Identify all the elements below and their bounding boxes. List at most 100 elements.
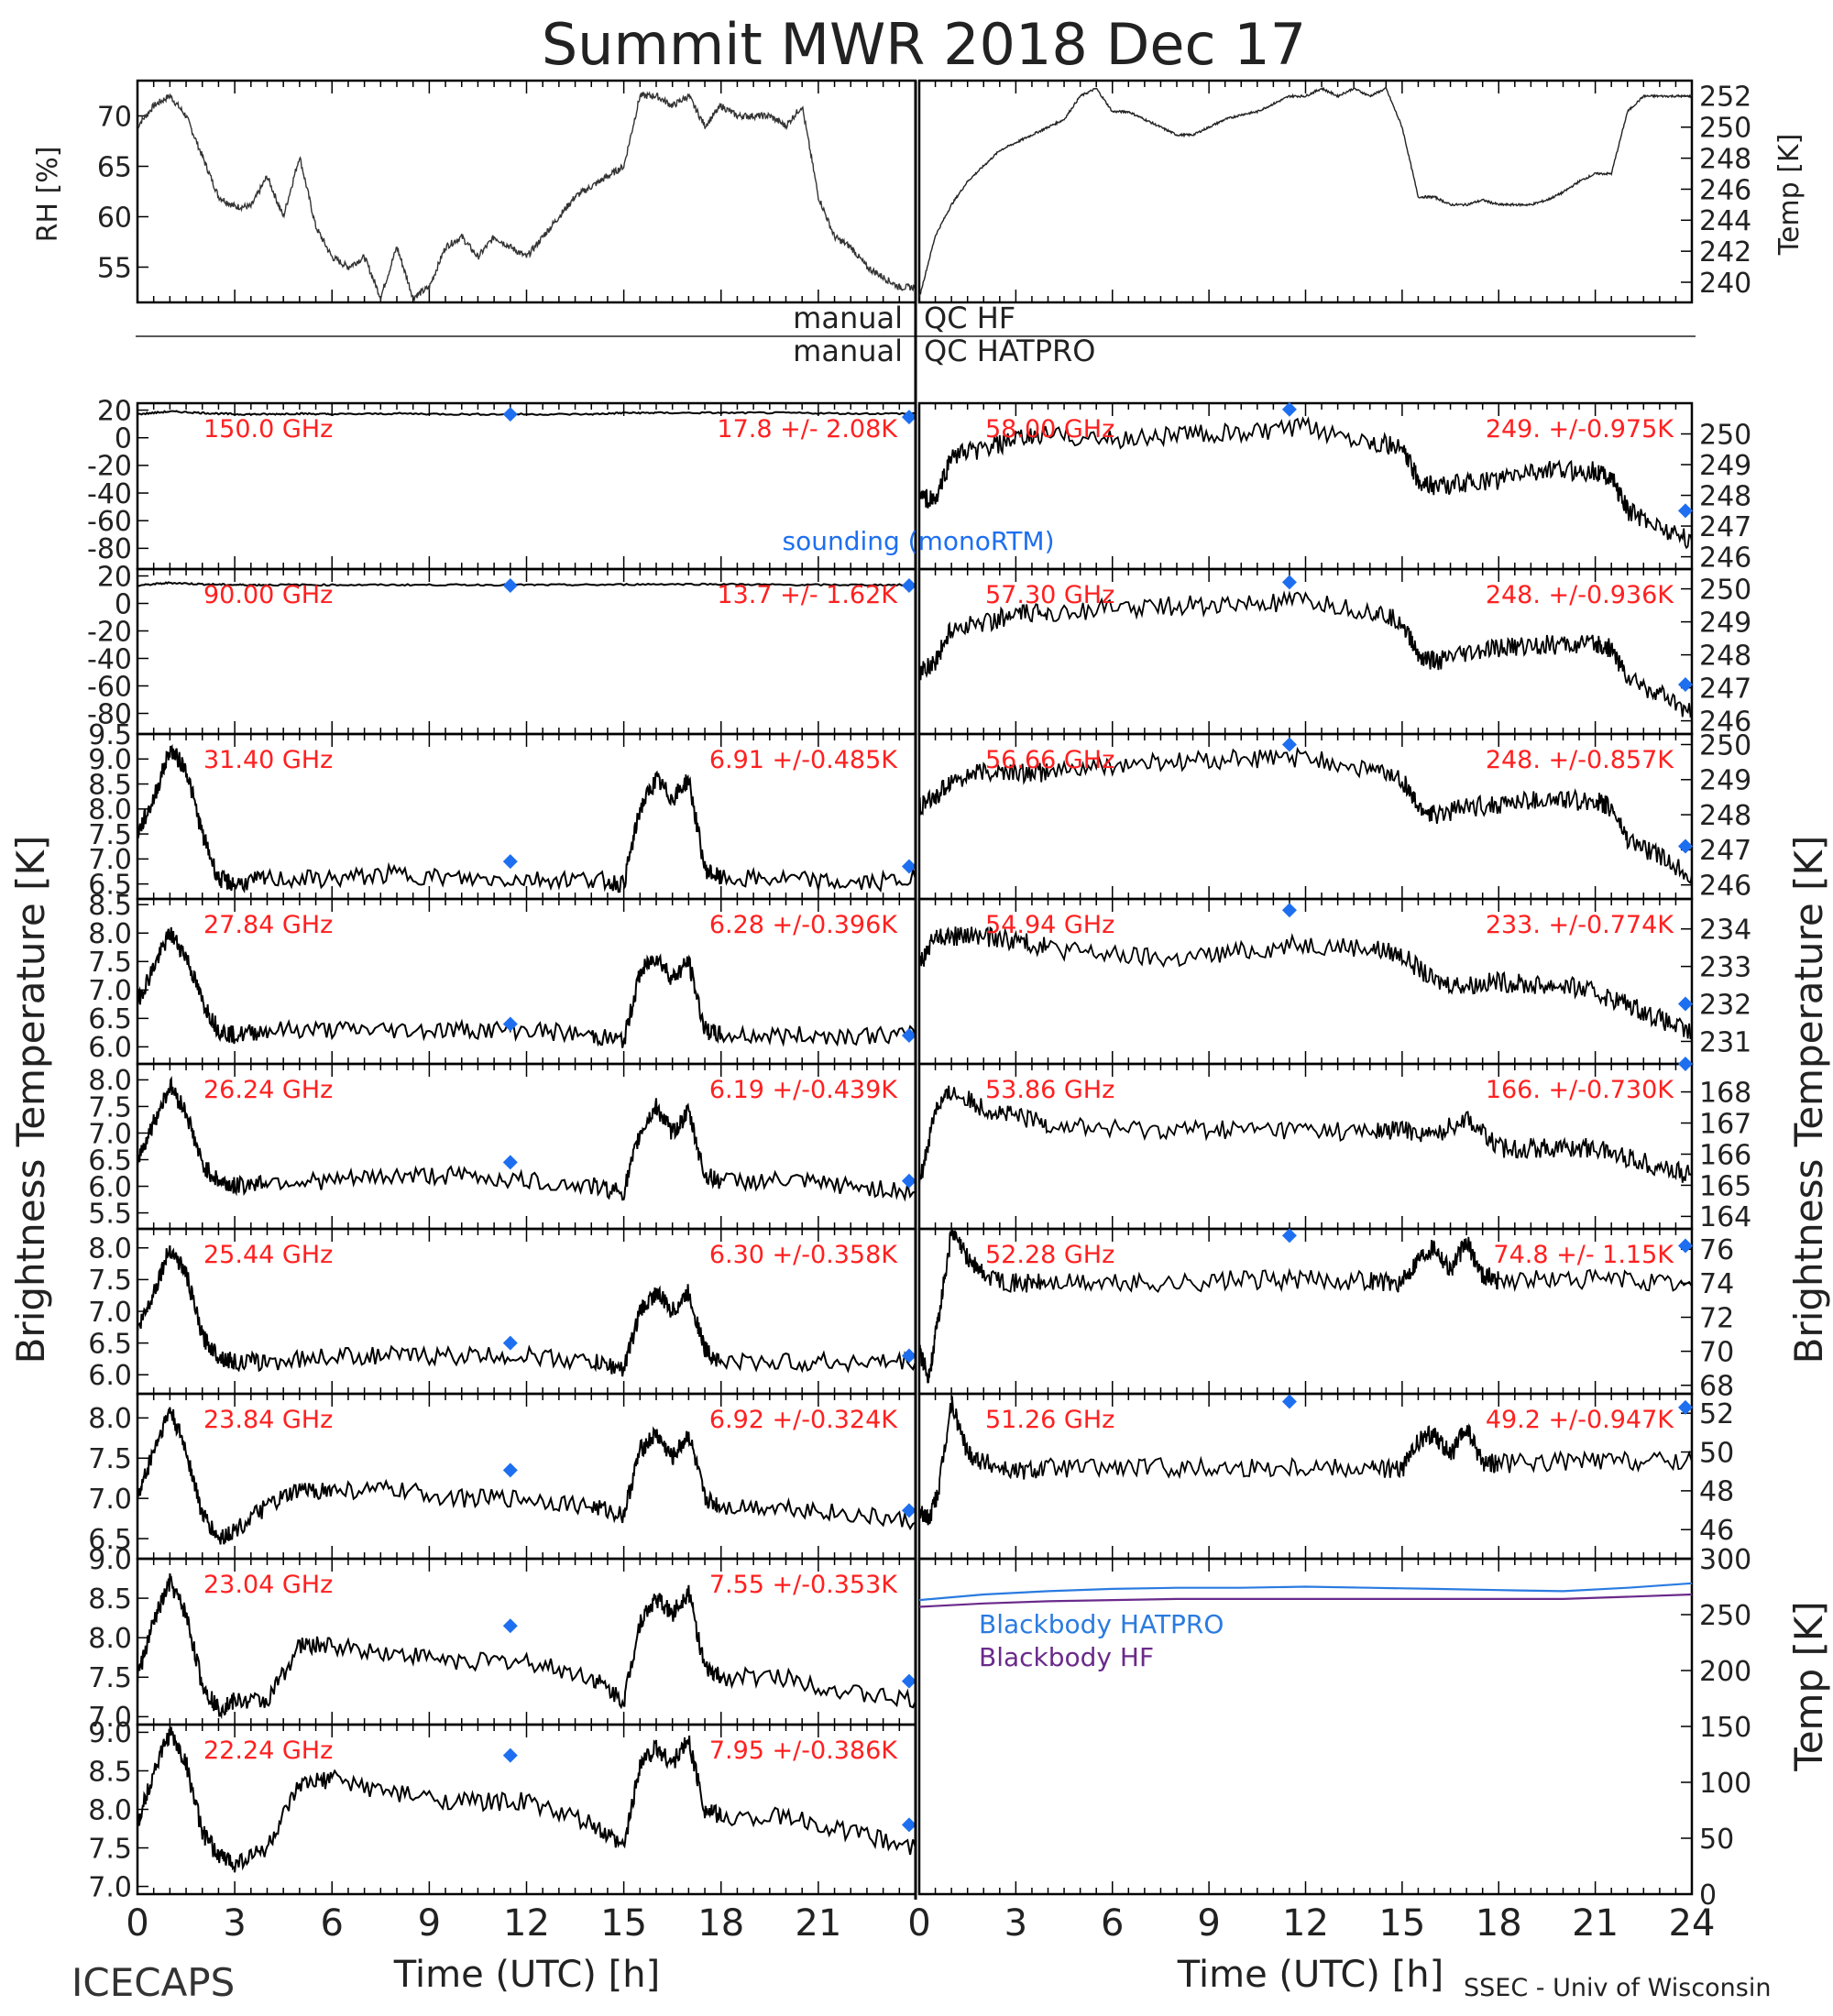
y-tick-label: 48	[1699, 1476, 1734, 1508]
y-tick-label: 248	[1699, 480, 1751, 512]
y-tick-label: 6.5	[88, 869, 132, 901]
y-tick-label: 8.0	[88, 918, 132, 950]
y-tick-label: 248	[1699, 800, 1751, 832]
bt-trace	[918, 1085, 1693, 1188]
x-tick-label: 21	[1572, 1902, 1619, 1945]
y-tick-label: 8.0	[88, 1623, 132, 1655]
channel-stats-label: 17.8 +/- 2.08K	[717, 415, 898, 444]
sounding-point	[901, 1348, 916, 1364]
channel-frequency-label: 27.84 GHz	[203, 911, 333, 939]
y-tick-label: 20	[97, 395, 132, 427]
y-tick-label: 0	[115, 423, 132, 455]
y-tick-label: 248	[1699, 640, 1751, 672]
sounding-point	[502, 1463, 518, 1478]
sounding-point	[901, 859, 916, 874]
bt-trace	[918, 746, 1693, 884]
y-tick-label: 250	[1699, 419, 1751, 451]
x-tick-label: 12	[503, 1902, 550, 1945]
y-tick-label: -20	[87, 616, 132, 648]
y-tick-label: 7.5	[88, 947, 132, 979]
bt-trace	[137, 1245, 916, 1377]
sounding-point	[502, 1618, 518, 1634]
y-tick-label: 50	[1699, 1437, 1734, 1469]
y-tick-label: 8.5	[88, 769, 132, 801]
minor-ticks	[918, 403, 1693, 569]
blackbody-series-line	[918, 1582, 1693, 1602]
channel-stats-label: 248. +/-0.857K	[1486, 746, 1674, 774]
x-tick-label: 0	[907, 1902, 930, 1945]
x-tick-label: 15	[600, 1902, 647, 1945]
sounding-point	[901, 410, 916, 425]
x-tick-label: 6	[1101, 1902, 1124, 1945]
sounding-point	[1281, 737, 1297, 752]
temp-trace	[918, 85, 1693, 297]
x-tick-label: 18	[1476, 1902, 1522, 1945]
y-tick-label: 300	[1699, 1544, 1751, 1576]
y-tick-label: 234	[1699, 915, 1751, 947]
y-tick-label: 8.0	[88, 794, 132, 827]
y-tick-label: 240	[1699, 268, 1751, 300]
y-tick-label: 6.0	[88, 1360, 132, 1392]
y-tick-label: 248	[1699, 143, 1751, 175]
y-tick-label: -40	[87, 643, 132, 675]
y-tick-label: 7.5	[88, 1833, 132, 1865]
y-tick-label: 7.0	[88, 975, 132, 1007]
y-tick-label: 50	[1699, 1824, 1734, 1856]
y-tick-label: 100	[1699, 1768, 1751, 1800]
minor-ticks	[918, 81, 1693, 302]
y-tick-label: 72	[1699, 1302, 1734, 1334]
y-tick-label: -40	[87, 478, 132, 510]
sounding-point	[901, 1027, 916, 1043]
rh-trace	[137, 91, 916, 302]
channel-frequency-label: 31.40 GHz	[203, 746, 333, 774]
y-tick-label: 70	[1699, 1336, 1734, 1368]
sounding-point	[502, 578, 518, 593]
y-tick-label: 247	[1699, 835, 1751, 867]
y-tick-label: 70	[97, 101, 132, 133]
qc-hf-left-label: manual	[793, 301, 903, 335]
y-tick-label: 74	[1699, 1268, 1734, 1300]
y-tick-label: -60	[87, 671, 132, 703]
channel-frequency-label: 53.86 GHz	[985, 1076, 1114, 1104]
y-tick-label: 233	[1699, 951, 1751, 983]
channel-stats-label: 49.2 +/-0.947K	[1486, 1406, 1674, 1434]
sounding-point	[502, 1016, 518, 1032]
bt-trace	[918, 590, 1693, 718]
y-tick-label: 6.5	[88, 1145, 132, 1177]
channel-stats-label: 7.95 +/-0.386K	[709, 1737, 898, 1765]
y-tick-label: 9.0	[88, 1544, 132, 1576]
y-tick-label: 150	[1699, 1712, 1751, 1744]
y-tick-label: 249	[1699, 450, 1751, 482]
y-tick-label: 9.5	[88, 719, 132, 751]
y-tick-label: -80	[87, 533, 132, 565]
y-tick-label: -80	[87, 698, 132, 730]
y-tick-label: 6.5	[88, 1524, 132, 1556]
y-tick-label: 65	[97, 151, 132, 183]
sounding-point	[901, 578, 916, 593]
bt-left-axis-label: Brightness Temperature [K]	[8, 836, 53, 1364]
y-tick-label: 9.0	[88, 744, 132, 776]
y-tick-label: 246	[1699, 870, 1751, 902]
channel-stats-label: 74.8 +/- 1.15K	[1493, 1241, 1674, 1269]
bt-trace	[137, 1572, 916, 1720]
channel-frequency-label: 150.0 GHz	[203, 415, 333, 444]
y-tick-label: 6.0	[88, 1171, 132, 1203]
minor-ticks	[137, 734, 916, 899]
bt-trace	[137, 1075, 916, 1202]
y-tick-label: 8.5	[88, 1756, 132, 1788]
y-tick-label: 0	[115, 588, 132, 620]
channel-frequency-label: 26.24 GHz	[203, 1076, 333, 1104]
channel-frequency-label: 23.84 GHz	[203, 1406, 333, 1434]
bt-trace	[137, 1726, 916, 1873]
bt-trace	[137, 410, 916, 417]
y-tick-label: 252	[1699, 82, 1751, 114]
channel-frequency-label: 25.44 GHz	[203, 1241, 333, 1269]
sounding-point	[502, 1335, 518, 1351]
y-tick-label: 249	[1699, 765, 1751, 797]
bt-trace	[918, 1396, 1693, 1526]
sounding-point	[901, 1673, 916, 1689]
y-tick-label: 247	[1699, 673, 1751, 705]
x-tick-label: 9	[418, 1902, 441, 1945]
x-tick-label: 3	[1004, 1902, 1027, 1945]
sounding-point	[502, 407, 518, 422]
